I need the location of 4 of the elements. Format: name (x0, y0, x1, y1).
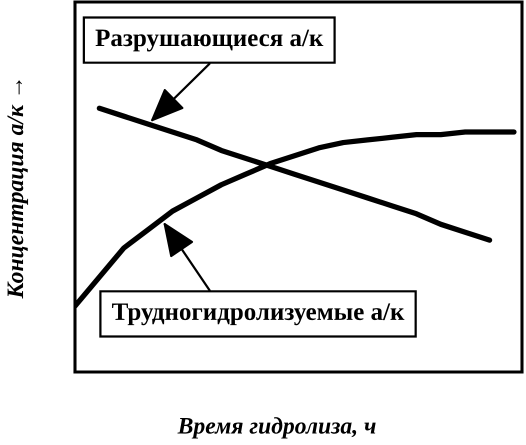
text: Разрушающиеся а/к (96, 30, 324, 52)
x-axis-title: Время гидролиза, ч (177, 417, 376, 439)
y-axis-title: Концентрация а/к → (7, 80, 28, 299)
series-label: Трудногидролизуемые а/к (112, 303, 404, 326)
